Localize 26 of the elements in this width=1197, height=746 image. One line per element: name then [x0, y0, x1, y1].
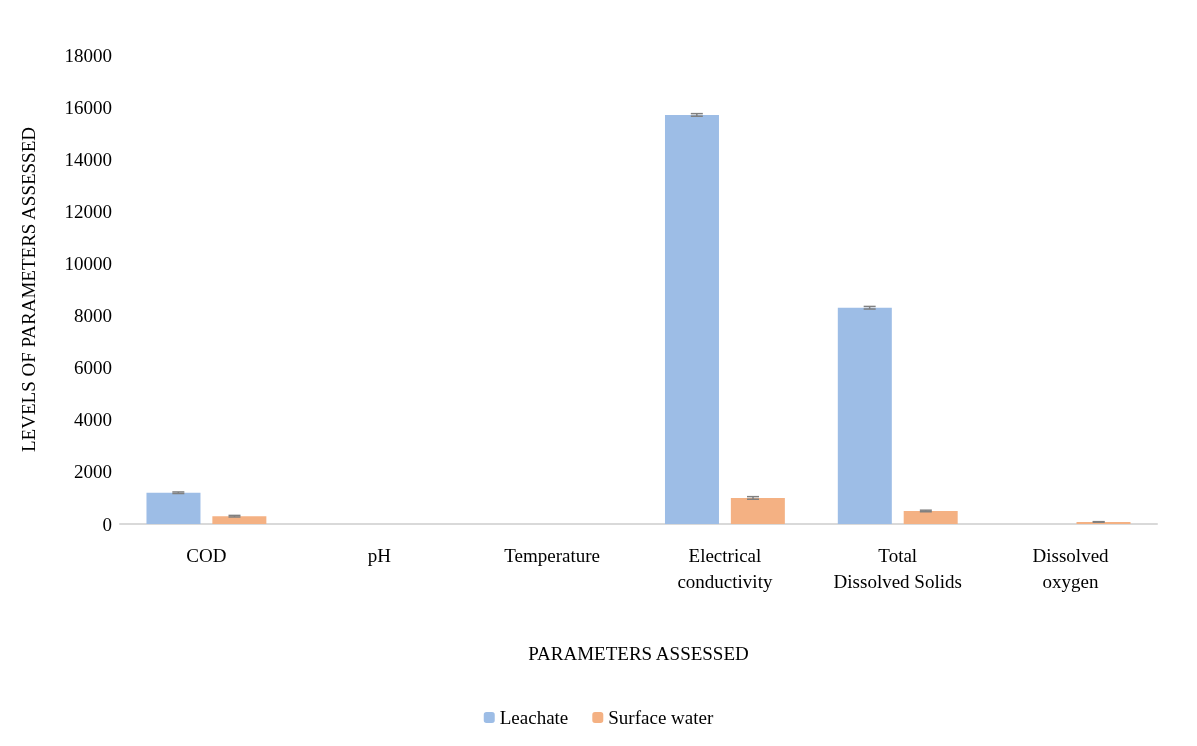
x-tick-label: COD: [186, 544, 227, 566]
legend-label: Surface water: [608, 707, 714, 728]
bar: [903, 510, 958, 524]
y-tick-label: 6000: [74, 357, 112, 379]
y-tick-label: 8000: [74, 305, 112, 327]
x-tick-label: pH: [367, 544, 392, 566]
y-tick-label: 0: [102, 513, 112, 535]
bar: [146, 492, 201, 524]
y-axis-title: LEVELS OF PARAMETERS ASSESSED: [18, 126, 39, 453]
y-tick-label: 16000: [64, 96, 112, 118]
y-tick-label: 4000: [74, 409, 112, 431]
y-tick-label: 14000: [64, 148, 112, 170]
y-tick-label: 18000: [64, 44, 112, 66]
x-tick-label: Total Dissolved Solids: [833, 544, 962, 592]
bar: [664, 114, 719, 524]
x-tick-label: Temperature: [504, 544, 600, 566]
bar: [212, 516, 267, 524]
x-tick-label: Electrical conductivity: [677, 544, 773, 592]
x-axis-title: PARAMETERS ASSESSED: [528, 643, 749, 664]
x-tick-label: Dissolved oxygen: [1032, 544, 1110, 592]
legend-label: Leachate: [499, 707, 569, 728]
y-tick-label: 12000: [64, 200, 112, 222]
y-tick-label: 10000: [64, 252, 112, 274]
bar: [730, 497, 785, 524]
y-tick-label: 2000: [74, 461, 112, 483]
bar: [837, 307, 892, 524]
